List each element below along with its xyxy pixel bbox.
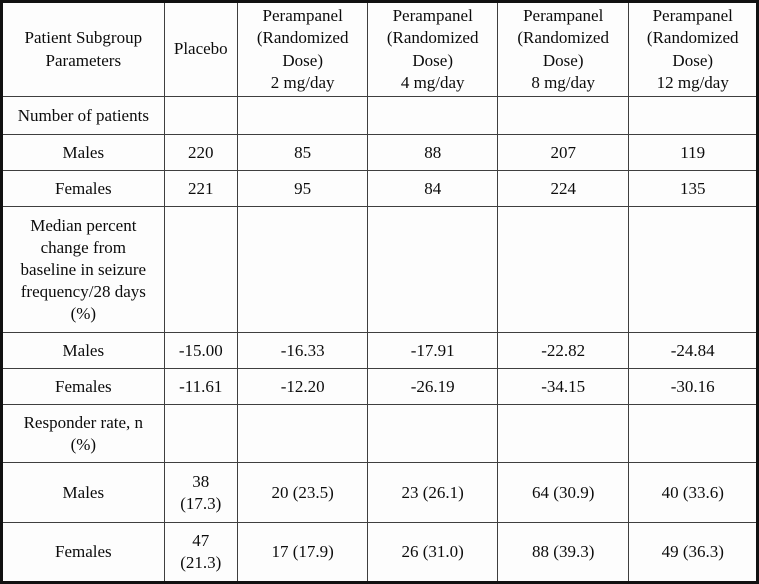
data-cell: -12.20 [236, 368, 369, 406]
data-cell: 135 [628, 170, 758, 208]
row-patients-females: Females 221 95 84 224 135 [1, 170, 758, 208]
row-label: Females [1, 522, 165, 583]
row-label: Males [1, 462, 165, 524]
section-row-median-percent-change: Median percent change from baseline in s… [1, 206, 758, 334]
header-perampanel-8mg: Perampanel (Randomized Dose) 8 mg/day [496, 1, 630, 97]
data-cell: 85 [236, 134, 369, 172]
data-cell: 40 (33.6) [628, 462, 758, 524]
data-cell: -34.15 [496, 368, 630, 406]
row-label: Median percent change from baseline in s… [1, 206, 165, 334]
section-row-number-of-patients: Number of patients [1, 95, 758, 136]
row-label: Males [1, 134, 165, 172]
data-cell: 38 (17.3) [163, 462, 238, 524]
row-median-females: Females -11.61 -12.20 -26.19 -34.15 -30.… [1, 368, 758, 406]
row-label: Females [1, 368, 165, 406]
data-cell: 88 (39.3) [496, 522, 630, 583]
data-cell: 26 (31.0) [367, 522, 498, 583]
data-cell [236, 206, 369, 334]
data-cell: 221 [163, 170, 238, 208]
row-patients-males: Males 220 85 88 207 119 [1, 134, 758, 172]
data-cell: 64 (30.9) [496, 462, 630, 524]
header-perampanel-2mg: Perampanel (Randomized Dose) 2 mg/day [236, 1, 369, 97]
data-cell: -24.84 [628, 332, 758, 370]
data-cell [496, 404, 630, 464]
data-cell [163, 206, 238, 334]
data-cell [367, 95, 498, 136]
data-cell: 84 [367, 170, 498, 208]
data-cell: -17.91 [367, 332, 498, 370]
data-cell [236, 404, 369, 464]
data-cell: -15.00 [163, 332, 238, 370]
data-cell: -11.61 [163, 368, 238, 406]
data-cell [496, 206, 630, 334]
data-cell: 95 [236, 170, 369, 208]
header-perampanel-4mg: Perampanel (Randomized Dose) 4 mg/day [367, 1, 498, 97]
data-cell: 224 [496, 170, 630, 208]
header-row: Patient Subgroup Parameters Placebo Pera… [1, 1, 758, 97]
header-patient-subgroup-parameters: Patient Subgroup Parameters [1, 1, 165, 97]
data-cell: 49 (36.3) [628, 522, 758, 583]
row-label: Females [1, 170, 165, 208]
data-cell: 23 (26.1) [367, 462, 498, 524]
data-cell: -22.82 [496, 332, 630, 370]
header-perampanel-12mg: Perampanel (Randomized Dose) 12 mg/day [628, 1, 758, 97]
data-cell [628, 206, 758, 334]
data-cell: -30.16 [628, 368, 758, 406]
data-cell: 220 [163, 134, 238, 172]
data-cell: 47 (21.3) [163, 522, 238, 583]
data-cell: 119 [628, 134, 758, 172]
data-cell: 207 [496, 134, 630, 172]
data-cell [367, 404, 498, 464]
data-cell: 88 [367, 134, 498, 172]
data-cell [628, 95, 758, 136]
data-cell [163, 95, 238, 136]
data-cell: 20 (23.5) [236, 462, 369, 524]
data-cell: -26.19 [367, 368, 498, 406]
data-cell: -16.33 [236, 332, 369, 370]
data-cell: 17 (17.9) [236, 522, 369, 583]
section-row-responder-rate: Responder rate, n (%) [1, 404, 758, 464]
data-cell [236, 95, 369, 136]
row-responder-females: Females 47 (21.3) 17 (17.9) 26 (31.0) 88… [1, 522, 758, 583]
row-label: Males [1, 332, 165, 370]
data-cell [163, 404, 238, 464]
data-cell [628, 404, 758, 464]
row-median-males: Males -15.00 -16.33 -17.91 -22.82 -24.84 [1, 332, 758, 370]
row-responder-males: Males 38 (17.3) 20 (23.5) 23 (26.1) 64 (… [1, 462, 758, 524]
row-label: Number of patients [1, 95, 165, 136]
row-label: Responder rate, n (%) [1, 404, 165, 464]
data-cell [496, 95, 630, 136]
header-placebo: Placebo [163, 1, 238, 97]
data-cell [367, 206, 498, 334]
